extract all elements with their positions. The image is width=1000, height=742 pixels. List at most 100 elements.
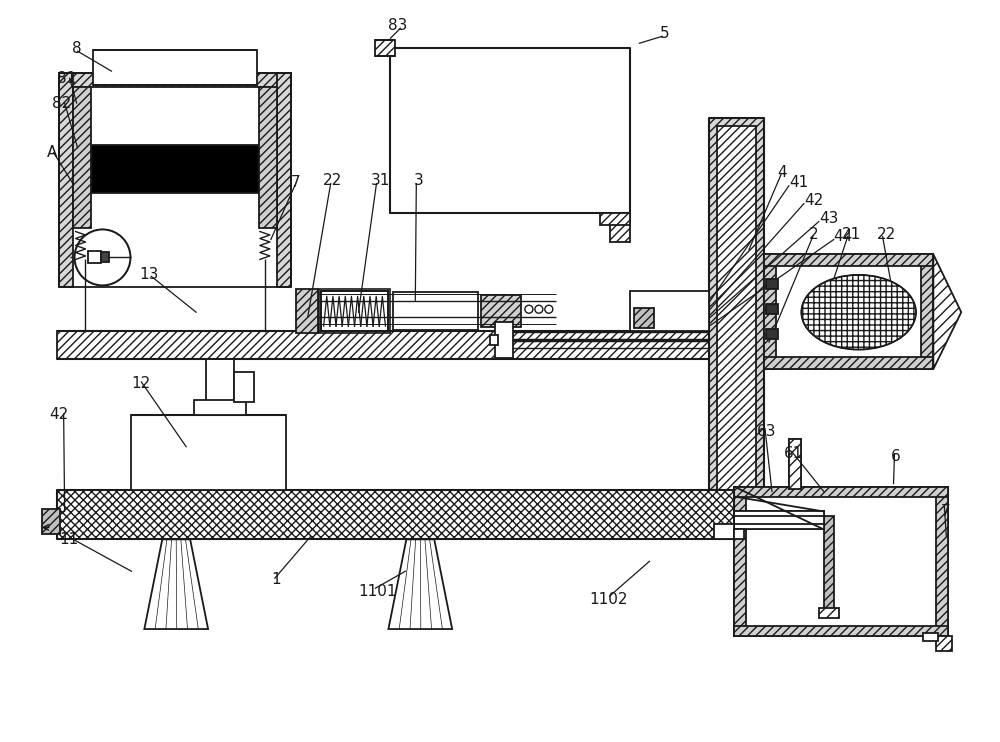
Bar: [709, 118, 764, 502]
Bar: [764, 255, 933, 266]
Text: 83: 83: [388, 18, 408, 33]
Bar: [321, 292, 388, 331]
Bar: [375, 40, 395, 56]
Text: 12: 12: [131, 376, 151, 392]
Bar: [766, 329, 778, 339]
Text: 82: 82: [52, 96, 71, 111]
Bar: [74, 145, 276, 193]
Bar: [194, 400, 246, 415]
Bar: [936, 487, 948, 636]
Bar: [390, 48, 630, 213]
Bar: [734, 487, 746, 636]
Text: 63: 63: [757, 424, 777, 439]
Bar: [259, 87, 277, 228]
Circle shape: [676, 308, 683, 315]
Bar: [766, 279, 778, 289]
Bar: [714, 525, 734, 539]
Bar: [654, 319, 709, 326]
Bar: [936, 636, 952, 651]
Bar: [734, 487, 948, 496]
Bar: [789, 439, 801, 488]
Bar: [321, 292, 388, 331]
Text: 21: 21: [842, 227, 861, 242]
Text: 22: 22: [323, 173, 342, 188]
Bar: [59, 73, 73, 287]
Bar: [57, 490, 734, 539]
Text: 1: 1: [271, 572, 280, 587]
Text: 42: 42: [804, 193, 823, 209]
Text: 22: 22: [877, 227, 896, 242]
Text: 1102: 1102: [590, 591, 628, 607]
Polygon shape: [144, 539, 208, 629]
Circle shape: [535, 305, 543, 313]
Bar: [764, 255, 933, 369]
Text: 13: 13: [139, 267, 159, 282]
Bar: [393, 292, 478, 330]
Bar: [764, 357, 933, 369]
Bar: [495, 322, 513, 358]
Bar: [59, 73, 291, 87]
Bar: [654, 303, 709, 310]
Text: 7: 7: [291, 175, 300, 190]
Polygon shape: [388, 539, 452, 629]
Circle shape: [545, 305, 553, 313]
Bar: [630, 292, 709, 331]
Text: 42: 42: [50, 407, 69, 422]
Bar: [717, 126, 756, 493]
Bar: [923, 633, 938, 641]
Text: 11: 11: [60, 532, 79, 547]
Text: 44: 44: [834, 229, 853, 244]
Text: 61: 61: [784, 446, 803, 462]
Text: 41: 41: [789, 175, 808, 190]
Bar: [73, 87, 91, 228]
Bar: [490, 335, 498, 345]
Bar: [789, 439, 801, 488]
Bar: [654, 311, 709, 318]
Text: 8: 8: [72, 41, 81, 56]
Text: 6: 6: [891, 449, 900, 464]
Polygon shape: [933, 255, 961, 369]
Bar: [610, 213, 630, 243]
Bar: [734, 626, 948, 636]
Bar: [764, 255, 776, 369]
Bar: [296, 289, 318, 333]
Bar: [277, 73, 291, 287]
Ellipse shape: [801, 275, 916, 349]
Text: 3: 3: [413, 173, 423, 188]
Text: 1101: 1101: [359, 584, 397, 599]
Circle shape: [75, 229, 130, 286]
Bar: [319, 289, 390, 333]
Bar: [734, 487, 948, 636]
Bar: [57, 331, 739, 359]
Circle shape: [656, 308, 663, 315]
Bar: [654, 295, 709, 302]
Circle shape: [666, 308, 673, 315]
Text: 43: 43: [819, 211, 838, 226]
Text: 5: 5: [659, 26, 669, 41]
Bar: [88, 252, 101, 263]
Bar: [93, 50, 257, 85]
Text: 2: 2: [809, 227, 818, 242]
Bar: [206, 359, 234, 415]
Bar: [42, 510, 60, 534]
Bar: [819, 608, 839, 618]
Circle shape: [525, 305, 533, 313]
Bar: [634, 308, 654, 328]
Bar: [131, 415, 286, 490]
Bar: [481, 295, 521, 327]
Bar: [734, 511, 824, 516]
Bar: [921, 255, 933, 369]
Bar: [234, 372, 254, 402]
Text: 4: 4: [777, 165, 787, 180]
Bar: [101, 252, 109, 263]
Bar: [734, 529, 744, 539]
Text: A: A: [47, 145, 57, 160]
Bar: [766, 304, 778, 314]
Bar: [600, 213, 630, 225]
Bar: [734, 525, 824, 529]
Text: 31: 31: [370, 173, 390, 188]
Text: 81: 81: [57, 70, 76, 85]
Bar: [734, 511, 824, 529]
Bar: [824, 516, 834, 616]
Text: 7: 7: [940, 504, 950, 519]
